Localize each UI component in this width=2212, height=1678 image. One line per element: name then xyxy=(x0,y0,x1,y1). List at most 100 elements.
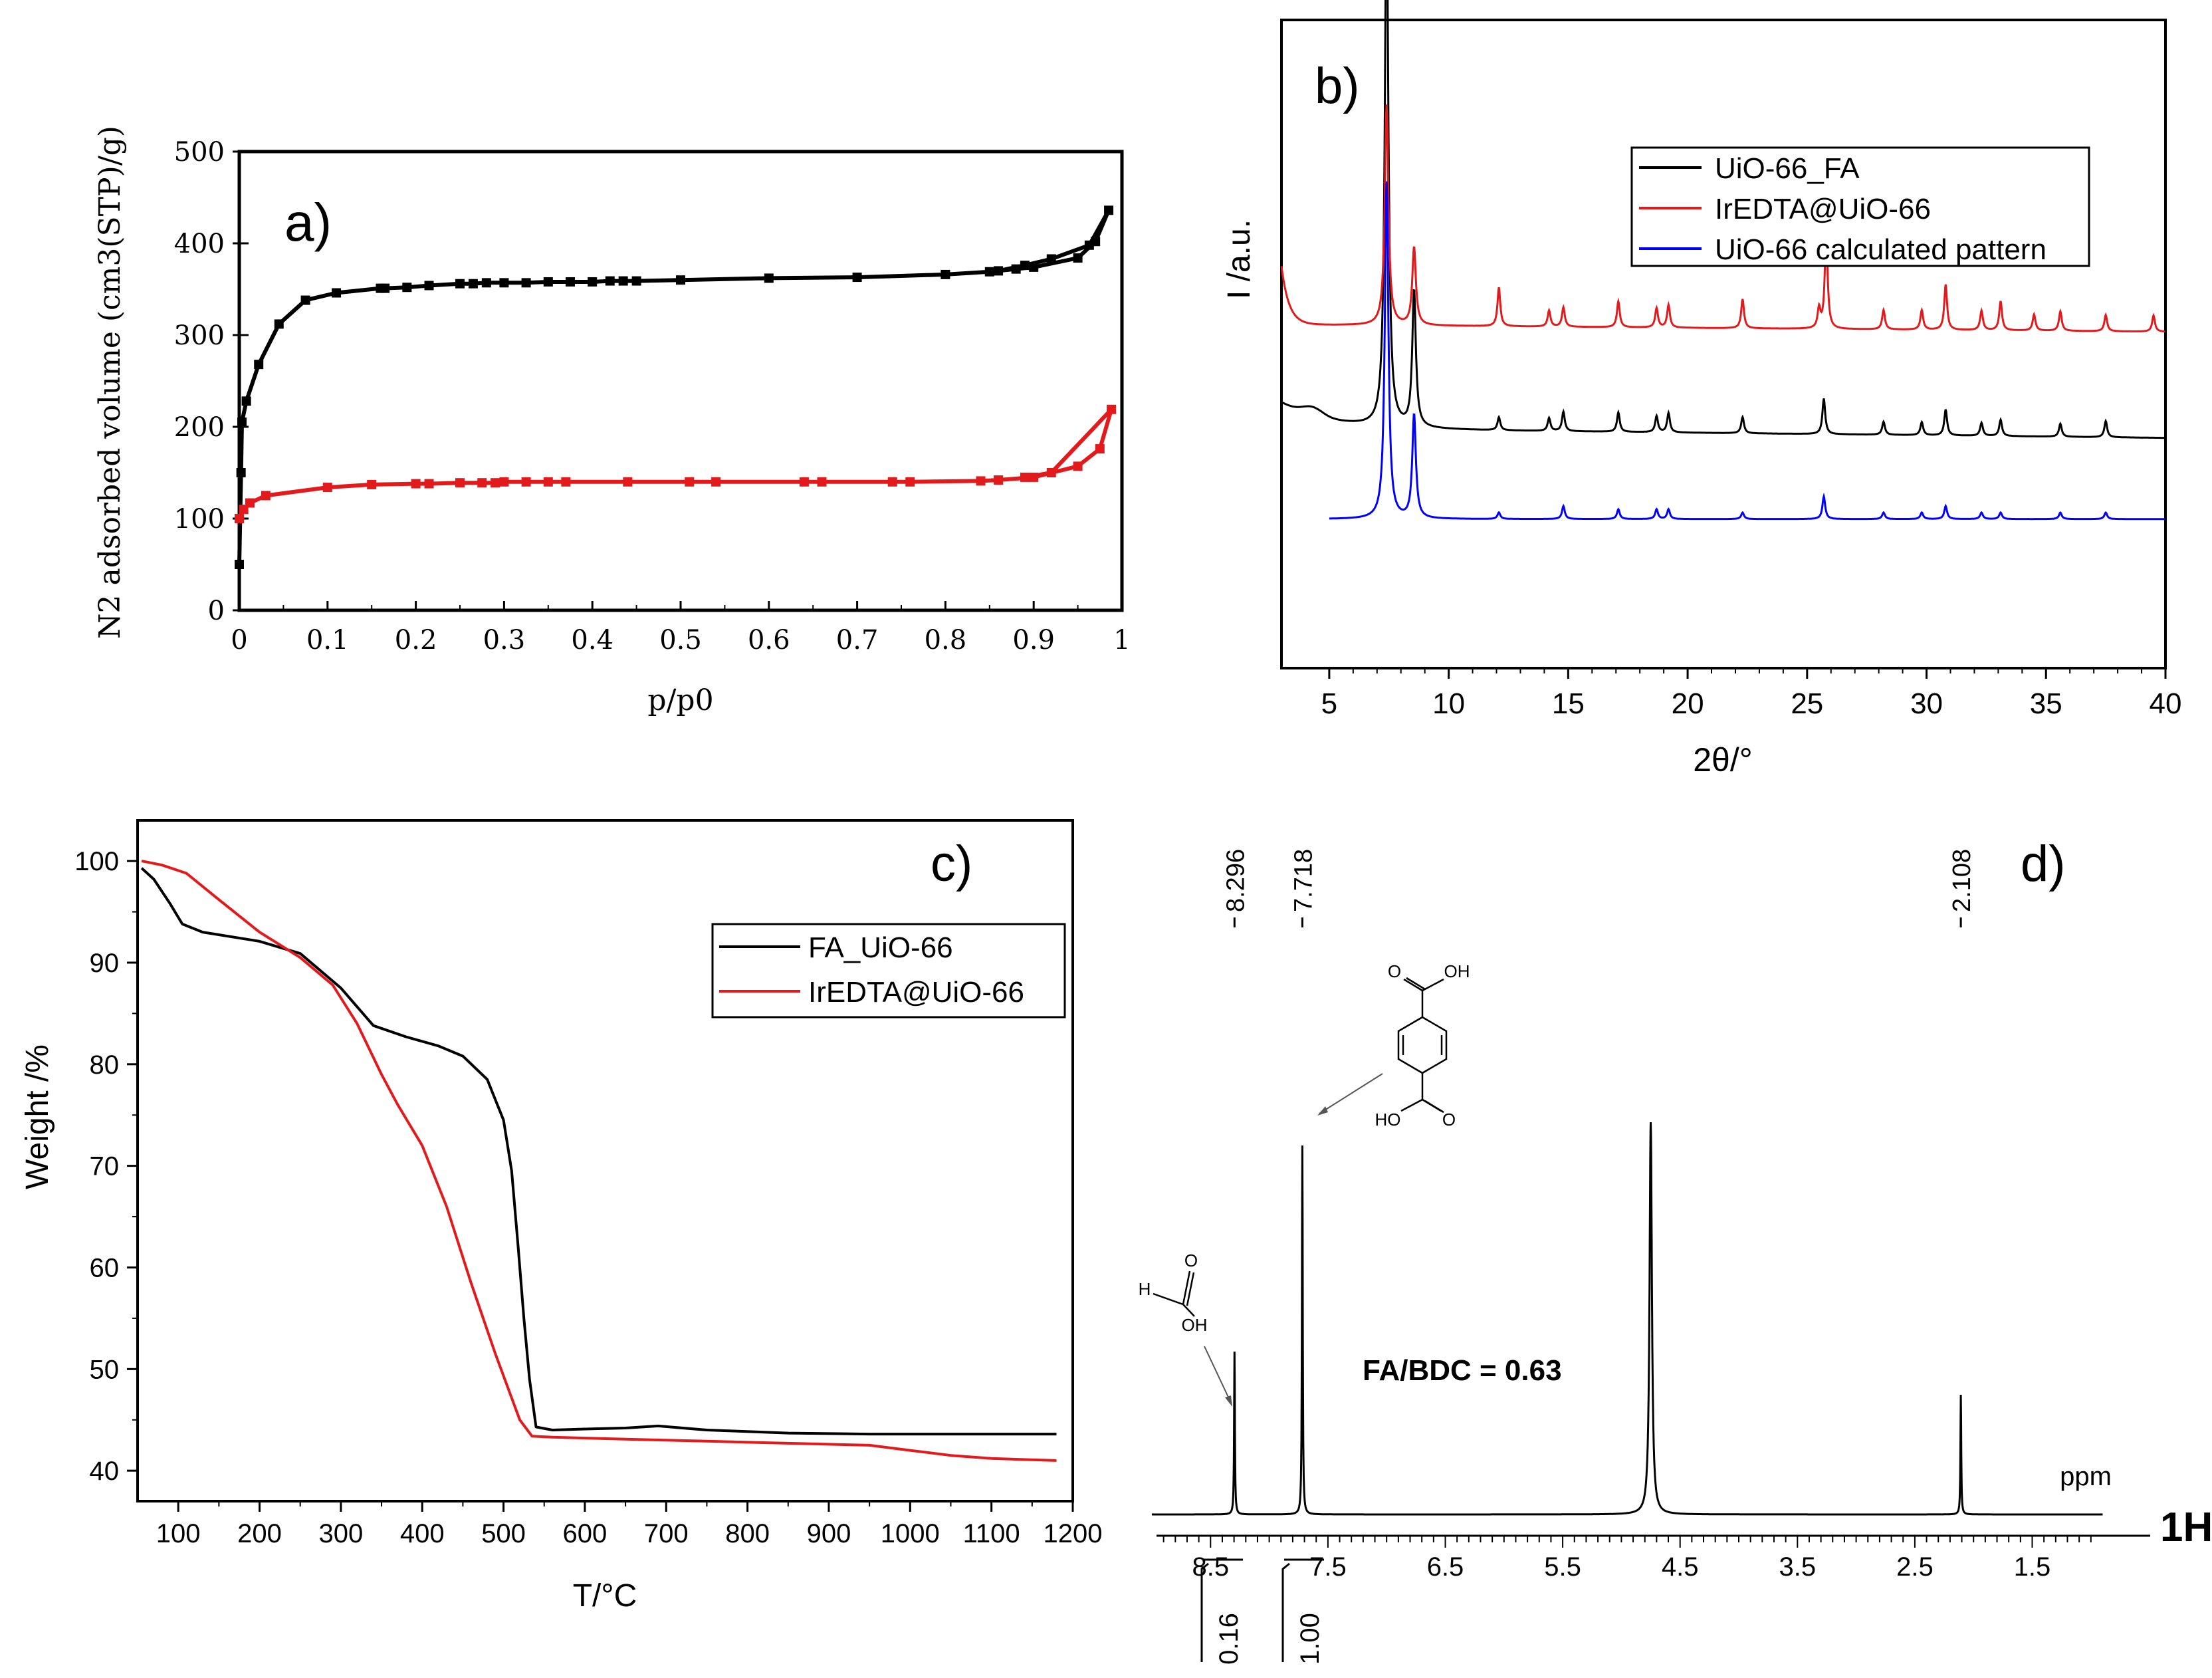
red-isotherm-marker xyxy=(499,477,509,487)
panel-c-label: c) xyxy=(931,836,972,892)
red-isotherm-marker xyxy=(1073,461,1083,471)
panel-a-xtick-label: 0.3 xyxy=(483,625,526,656)
panel-b-frame xyxy=(1280,19,2167,669)
panel-d-xtick-label: 8.5 xyxy=(1192,1552,1229,1582)
panel-a-xlabel: p/p0 xyxy=(647,683,713,717)
panel-c-ylabel: Weight /% xyxy=(20,1044,55,1189)
legend-text-iredta-c: IrEDTA@UiO-66 xyxy=(808,976,1024,1009)
black-isotherm-marker xyxy=(984,267,994,277)
panel-b-legend-box xyxy=(1630,146,2090,267)
black-isotherm-marker xyxy=(237,418,247,427)
panel-b-xtick-label: 15 xyxy=(1552,687,1585,720)
red-isotherm-marker xyxy=(1046,468,1056,477)
black-isotherm-marker xyxy=(300,295,310,305)
panel-a-xtick-label: 0.1 xyxy=(306,625,349,656)
panel-c-xtick-label: 100 xyxy=(156,1519,201,1548)
terephthalic-arrowhead xyxy=(1317,1106,1328,1116)
panel-c-ytick-label: 90 xyxy=(90,949,120,978)
panel-a-series xyxy=(235,205,1117,569)
black-isotherm-marker xyxy=(618,276,628,286)
panel-c-ytick-label: 70 xyxy=(90,1152,120,1181)
black-isotherm-marker xyxy=(468,279,478,289)
panel-a-xtick-label: 0 xyxy=(231,625,247,656)
panel-c: 100 200 300 400 500 600 700 800 900 1000 1100 1200 4… xyxy=(20,819,1102,1614)
panel-c-ticks: 100 200 300 400 500 600 700 800 900 1000 1100 1200 4… xyxy=(74,847,1102,1548)
panel-c-xtick-label: 400 xyxy=(400,1519,445,1548)
panel-d-xtick-label: 4.5 xyxy=(1662,1552,1699,1582)
terephthalic-acid-structure xyxy=(1397,977,1448,1114)
red-isotherm-marker xyxy=(1029,472,1039,482)
panel-c-series xyxy=(140,860,1057,1462)
panel-b-ylabel: I /a.u. xyxy=(1222,219,1257,299)
panel-b-ticks: 5 10 15 20 25 30 35 40 xyxy=(1321,668,2181,720)
panel-c-ytick-label: 40 xyxy=(90,1457,120,1486)
black-isotherm-marker xyxy=(380,283,390,293)
panel-c-xtick-label: 700 xyxy=(644,1519,689,1548)
legend-text-calculated: UiO-66 calculated pattern xyxy=(1715,233,2046,266)
panel-c-ytick-label: 100 xyxy=(74,847,119,876)
black-isotherm-marker xyxy=(455,279,465,289)
integral-bracket-formic xyxy=(1200,1562,1209,1662)
red-isotherm-marker xyxy=(817,477,827,487)
formic-h: H xyxy=(1139,1279,1151,1299)
red-isotherm-marker xyxy=(367,479,377,489)
black-isotherm-marker xyxy=(241,396,251,406)
panel-a-xtick-label: 1 xyxy=(1113,625,1130,656)
terephthalic-bottom-ho: HO xyxy=(1375,1110,1401,1130)
black-isotherm-marker xyxy=(274,319,284,329)
red-isotherm-marker xyxy=(261,491,271,501)
uio66-calculated-pattern xyxy=(1329,181,2165,521)
black-isotherm-marker xyxy=(521,278,531,288)
integral-bracket-bdc xyxy=(1281,1562,1290,1662)
panel-d-integrals: 0.16 1.00 xyxy=(1200,1558,1325,1665)
iredta-uio66-tga-curve xyxy=(141,860,1057,1462)
panel-a-xtick-label: 0.6 xyxy=(748,625,790,656)
terephthalic-bottom-o: O xyxy=(1442,1110,1456,1130)
panel-a: 0 0.1 0.2 0.3 0.4 0.5 0.6 0.7 0.8 0.9 1 0 100 200 300 4… xyxy=(93,126,1131,717)
black-isotherm-marker xyxy=(1073,253,1083,263)
integral-value-bdc: 1.00 xyxy=(1295,1613,1325,1665)
black-isotherm-marker xyxy=(481,278,491,288)
formic-arrow xyxy=(1204,1346,1232,1403)
panel-a-xtick-label: 0.2 xyxy=(395,625,437,656)
black-isotherm-marker xyxy=(543,277,553,287)
black-isotherm-marker xyxy=(1011,264,1021,274)
black-isotherm-marker xyxy=(852,273,862,283)
panel-c-xtick-label: 900 xyxy=(807,1519,851,1548)
formic-o: O xyxy=(1184,1251,1198,1270)
panel-b-xtick-label: 10 xyxy=(1432,687,1465,720)
peak-label-7.718: 7.718 xyxy=(1289,849,1317,912)
panel-c-xtick-label: 500 xyxy=(481,1519,526,1548)
black-isotherm-marker xyxy=(1020,261,1030,271)
panel-c-xtick-label: 1000 xyxy=(881,1519,940,1548)
panel-c-xtick-label: 800 xyxy=(725,1519,770,1548)
red-isotherm-marker xyxy=(887,477,897,487)
red-isotherm-marker xyxy=(411,479,421,489)
panel-c-frame xyxy=(136,819,1074,1502)
black-isotherm-marker xyxy=(764,273,774,283)
red-isotherm-marker xyxy=(521,477,531,487)
red-isotherm-marker xyxy=(905,477,915,487)
panel-d: d) 8.296 7.718 2.108 8.5 7.5 6.5 5.5 4.5 3.5 2.5… xyxy=(1139,836,2212,1665)
black-isotherm-marker xyxy=(1046,254,1056,264)
red-isotherm-marker xyxy=(1107,404,1117,414)
panel-b-legend: UiO-66_FA IrEDTA@UiO-66 UiO-66 calculate… xyxy=(1630,146,2090,267)
panel-b-xtick-label: 35 xyxy=(2030,687,2062,720)
legend-text-fa-uio66: FA_UiO-66 xyxy=(808,931,953,964)
black-isotherm-marker xyxy=(940,269,950,279)
black-isotherm-marker xyxy=(332,288,342,298)
peak-label-8.296: 8.296 xyxy=(1222,849,1250,912)
benzene-ring xyxy=(1397,1016,1448,1074)
panel-a-label: a) xyxy=(284,193,332,252)
black-isotherm-marker xyxy=(605,276,615,286)
panel-a-xtick-label: 0.8 xyxy=(925,625,967,656)
nmr-spectrum-line xyxy=(1152,1122,2103,1516)
red-isotherm-marker xyxy=(245,498,255,508)
red-isotherm-marker xyxy=(994,475,1004,485)
red-isotherm-marker xyxy=(685,477,695,487)
panel-c-ytick-label: 60 xyxy=(90,1253,120,1282)
panel-a-ytick-label: 200 xyxy=(174,412,225,443)
red-isotherm-marker xyxy=(711,477,721,487)
panel-d-peak-labels: 8.296 7.718 2.108 xyxy=(1222,849,1976,927)
panel-a-xtick-label: 0.4 xyxy=(571,625,613,656)
